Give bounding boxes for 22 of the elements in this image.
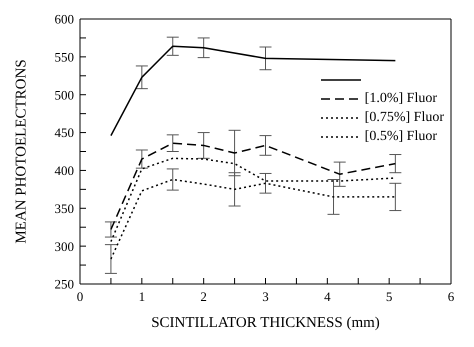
y-tick-label: 600 [54,12,74,27]
line-series [110,178,396,260]
y-tick-label: 250 [54,276,74,292]
y-tick-label: 550 [54,49,74,64]
legend-label: [0.75%] Fluor [364,110,444,126]
y-tick-label: 400 [54,163,74,178]
y-axis-title: MEAN PHOTOELECTRONS [13,59,30,244]
legend-label: [0.5%] Fluor [364,128,437,144]
y-tick-label: 350 [54,200,74,216]
y-tick-label: 300 [54,238,74,254]
x-tick-label: 5 [386,289,392,304]
x-tick-label: 1 [138,289,146,304]
y-tick-label: 450 [54,125,74,140]
x-tick-label: 6 [448,289,455,304]
x-tick-label: 3 [262,289,269,304]
x-tick-label: 0 [76,289,84,304]
y-tick-label: 500 [54,87,74,102]
x-tick-label: 4 [324,289,332,304]
line-series [110,142,396,230]
x-axis-title: SCINTILLATOR THICKNESS (mm) [151,315,380,331]
x-tick-label: 2 [200,289,207,304]
legend-label: [1.0%] Fluor [364,90,437,106]
